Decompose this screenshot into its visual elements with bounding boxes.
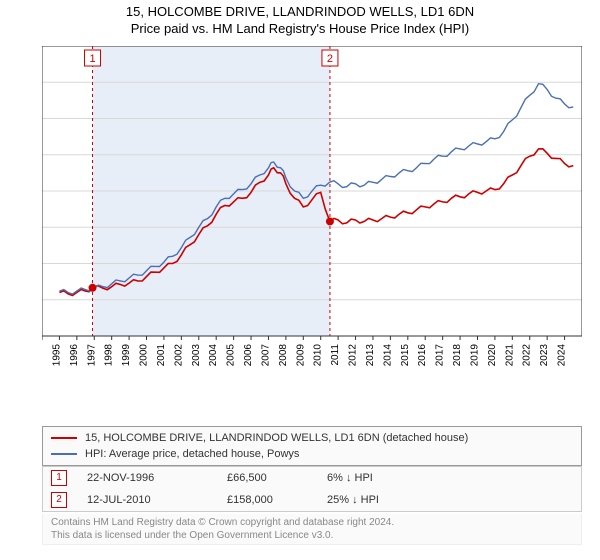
chart-container: 15, HOLCOMBE DRIVE, LLANDRINDOD WELLS, L… — [0, 0, 600, 560]
svg-text:2006: 2006 — [243, 344, 254, 367]
svg-text:2023: 2023 — [539, 344, 550, 367]
legend-item-hpi: HPI: Average price, detached house, Powy… — [51, 446, 573, 462]
svg-text:2005: 2005 — [226, 344, 237, 367]
legend-label: 15, HOLCOMBE DRIVE, LLANDRINDOD WELLS, L… — [85, 432, 468, 444]
svg-text:2016: 2016 — [417, 344, 428, 367]
svg-text:2009: 2009 — [295, 344, 306, 367]
svg-text:2024: 2024 — [557, 344, 568, 367]
sales-table: 1 22-NOV-1996 £66,500 6% ↓ HPI 2 12-JUL-… — [42, 466, 582, 512]
title-address: 15, HOLCOMBE DRIVE, LLANDRINDOD WELLS, L… — [0, 4, 600, 19]
svg-text:2007: 2007 — [260, 344, 271, 367]
svg-text:1: 1 — [89, 53, 95, 65]
svg-text:2019: 2019 — [469, 344, 480, 367]
sale-delta: 6% ↓ HPI — [327, 472, 427, 484]
sale-date: 22-NOV-1996 — [87, 472, 227, 484]
svg-text:2010: 2010 — [313, 344, 324, 367]
svg-text:2004: 2004 — [208, 344, 219, 367]
svg-text:1994: 1994 — [42, 344, 45, 367]
svg-text:2011: 2011 — [330, 344, 341, 366]
footer-line: This data is licensed under the Open Gov… — [51, 529, 573, 542]
line-chart: £0£50K£100K£150K£200K£250K£300K£350K£400… — [42, 46, 582, 376]
svg-text:2002: 2002 — [173, 344, 184, 367]
svg-text:2003: 2003 — [191, 344, 202, 367]
legend-label: HPI: Average price, detached house, Powy… — [85, 448, 299, 460]
sale-date: 12-JUL-2010 — [87, 494, 227, 506]
table-row: 2 12-JUL-2010 £158,000 25% ↓ HPI — [43, 489, 581, 511]
title-subtitle: Price paid vs. HM Land Registry's House … — [0, 21, 600, 36]
svg-text:2022: 2022 — [522, 344, 533, 367]
table-row: 1 22-NOV-1996 £66,500 6% ↓ HPI — [43, 467, 581, 489]
chart-area: £0£50K£100K£150K£200K£250K£300K£350K£400… — [42, 46, 582, 376]
svg-text:2015: 2015 — [400, 344, 411, 367]
sale-badge: 1 — [51, 470, 67, 486]
legend-item-price-paid: 15, HOLCOMBE DRIVE, LLANDRINDOD WELLS, L… — [51, 430, 573, 446]
svg-text:2: 2 — [327, 53, 333, 65]
svg-text:2014: 2014 — [382, 344, 393, 367]
sale-price: £66,500 — [227, 472, 327, 484]
svg-text:1995: 1995 — [51, 344, 62, 367]
title-block: 15, HOLCOMBE DRIVE, LLANDRINDOD WELLS, L… — [0, 0, 600, 36]
svg-text:2008: 2008 — [278, 344, 289, 367]
footer-line: Contains HM Land Registry data © Crown c… — [51, 516, 573, 529]
svg-text:1997: 1997 — [86, 344, 97, 367]
svg-text:2013: 2013 — [365, 344, 376, 367]
svg-text:2017: 2017 — [435, 344, 446, 367]
svg-text:2020: 2020 — [487, 344, 498, 367]
svg-text:2018: 2018 — [452, 344, 463, 367]
legend-box: 15, HOLCOMBE DRIVE, LLANDRINDOD WELLS, L… — [42, 426, 582, 466]
svg-text:1996: 1996 — [69, 344, 80, 367]
legend-swatch-red — [51, 437, 77, 439]
svg-text:2000: 2000 — [139, 344, 150, 367]
svg-text:2012: 2012 — [348, 344, 359, 367]
svg-text:1999: 1999 — [121, 344, 132, 367]
sale-delta: 25% ↓ HPI — [327, 494, 427, 506]
svg-text:2001: 2001 — [156, 344, 167, 367]
footer-attribution: Contains HM Land Registry data © Crown c… — [42, 514, 582, 545]
sale-price: £158,000 — [227, 494, 327, 506]
svg-text:1998: 1998 — [104, 344, 115, 367]
svg-text:2021: 2021 — [504, 344, 515, 367]
legend-swatch-blue — [51, 453, 77, 455]
sale-badge: 2 — [51, 492, 67, 508]
